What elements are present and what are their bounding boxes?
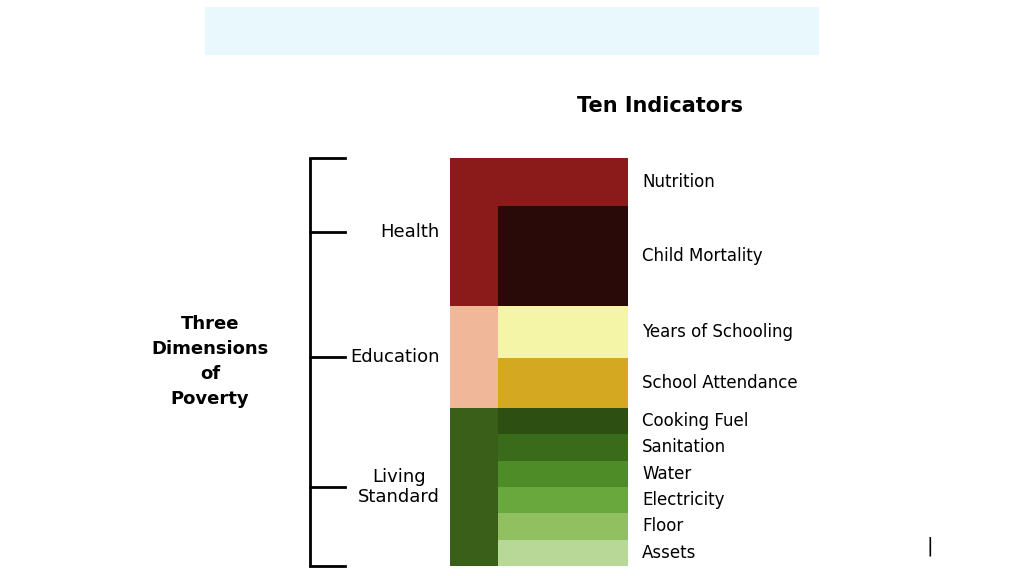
Bar xyxy=(498,306,628,358)
Text: School Attendance: School Attendance xyxy=(642,374,798,392)
Bar xyxy=(498,487,628,513)
Text: Child Mortality: Child Mortality xyxy=(642,247,763,265)
Text: Education: Education xyxy=(350,348,440,366)
Text: Sanitation: Sanitation xyxy=(642,438,726,456)
Bar xyxy=(498,434,628,461)
Bar xyxy=(450,408,498,566)
Text: Three
Dimensions
of
Poverty: Three Dimensions of Poverty xyxy=(152,315,268,408)
Text: Water: Water xyxy=(642,465,691,483)
Bar xyxy=(498,358,628,408)
Bar xyxy=(450,306,498,408)
Text: Cooking Fuel: Cooking Fuel xyxy=(642,412,749,430)
Bar xyxy=(498,540,628,566)
Bar xyxy=(498,206,628,306)
Bar xyxy=(498,158,628,206)
Text: Years of Schooling: Years of Schooling xyxy=(642,323,793,341)
Text: Assets: Assets xyxy=(642,544,696,562)
Text: Ten Indicators: Ten Indicators xyxy=(577,96,743,116)
Text: Electricity: Electricity xyxy=(642,491,725,509)
Bar xyxy=(450,158,498,306)
Text: |: | xyxy=(927,536,933,556)
Bar xyxy=(498,408,628,434)
Text: Multidimensional Poverty Index UNDP (MPI-Global): Multidimensional Poverty Index UNDP (MPI… xyxy=(211,21,813,41)
Text: Nutrition: Nutrition xyxy=(642,173,715,191)
Text: Health: Health xyxy=(381,223,440,241)
Bar xyxy=(498,513,628,540)
Text: Living
Standard: Living Standard xyxy=(358,468,440,506)
Bar xyxy=(498,461,628,487)
Text: Floor: Floor xyxy=(642,517,683,536)
